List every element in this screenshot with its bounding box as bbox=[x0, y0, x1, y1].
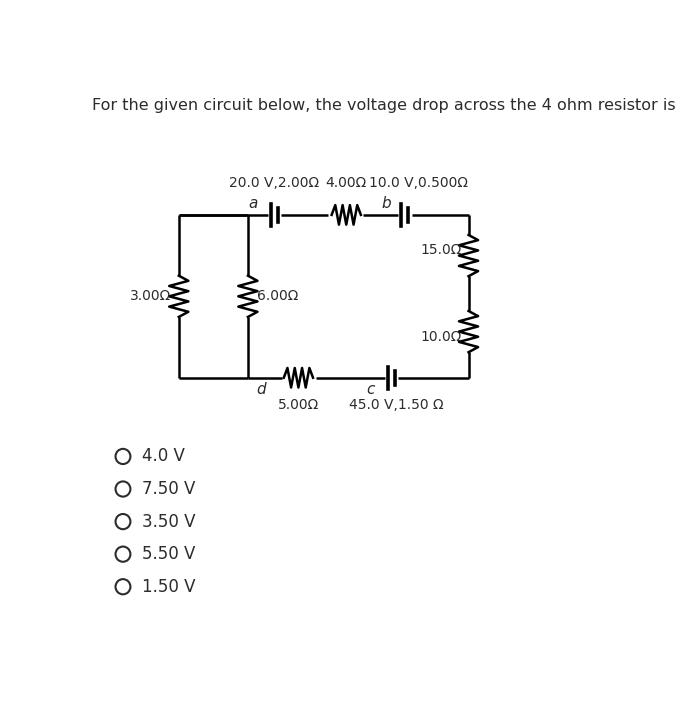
Text: For the given circuit below, the voltage drop across the 4 ohm resistor is: For the given circuit below, the voltage… bbox=[92, 98, 676, 114]
Text: 3.50 V: 3.50 V bbox=[141, 513, 195, 531]
Text: 15.0Ω: 15.0Ω bbox=[421, 243, 462, 257]
Text: 3.00Ω: 3.00Ω bbox=[130, 289, 171, 303]
Text: 6.00Ω: 6.00Ω bbox=[257, 289, 299, 303]
Text: 4.0 V: 4.0 V bbox=[141, 448, 185, 465]
Text: b: b bbox=[381, 195, 391, 211]
Text: 7.50 V: 7.50 V bbox=[141, 480, 195, 498]
Text: 1.50 V: 1.50 V bbox=[141, 577, 195, 596]
Text: 4.00Ω: 4.00Ω bbox=[326, 176, 367, 190]
Text: 5.00Ω: 5.00Ω bbox=[278, 398, 319, 412]
Text: 5.50 V: 5.50 V bbox=[141, 545, 195, 563]
Text: c: c bbox=[366, 382, 375, 397]
Text: a: a bbox=[248, 195, 258, 211]
Text: 45.0 V,1.50 Ω: 45.0 V,1.50 Ω bbox=[349, 398, 444, 412]
Text: 10.0Ω: 10.0Ω bbox=[421, 330, 462, 344]
Text: 20.0 V,2.00Ω: 20.0 V,2.00Ω bbox=[229, 176, 320, 190]
Text: d: d bbox=[256, 382, 265, 397]
Text: 10.0 V,0.500Ω: 10.0 V,0.500Ω bbox=[368, 176, 468, 190]
